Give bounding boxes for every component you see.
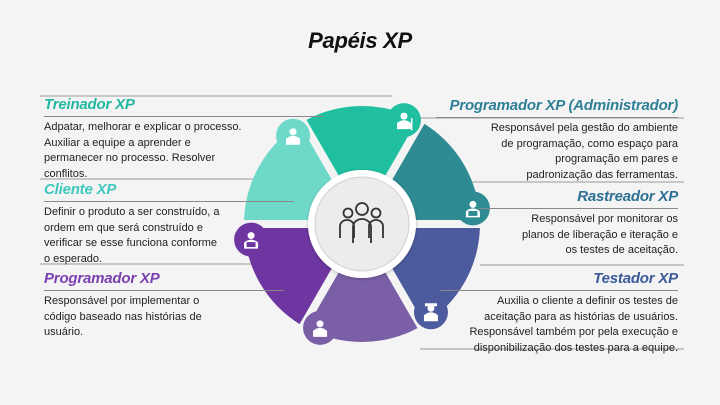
role-testador-line: aceitação para as histórias de usuários. (484, 310, 678, 323)
segment-programador-admin (392, 123, 480, 221)
role-programador-admin-line: programação em pares e (555, 153, 678, 165)
role-rastreador: Rastreador XP Responsável por monitorar … (478, 188, 678, 259)
segment-testador (392, 227, 480, 325)
role-programador-description: Responsável por implementar o código bas… (44, 294, 284, 341)
role-cliente: Cliente XP Definir o produto a ser const… (44, 181, 294, 267)
role-cliente-line: Definir o produto a ser construído, a (44, 206, 220, 218)
role-rastreador-line: os testes de aceitação. (565, 244, 678, 256)
role-treinador-description: Adpatar, melhorar e explicar o processo.… (44, 120, 324, 182)
person-with-tie-icon (286, 128, 301, 145)
segment-programador (244, 227, 332, 325)
role-programador-admin-description: Responsável pela gestão do ambiente de p… (436, 121, 678, 183)
role-testador-description: Auxilia o cliente a definir os testes de… (440, 294, 678, 356)
role-rastreador-line: planos de liberação e iteração e (522, 228, 678, 241)
role-programador-title: Programador XP (44, 270, 284, 291)
role-testador: Testador XP Auxilia o cliente a definir … (440, 270, 678, 356)
role-programador: Programador XP Responsável por implement… (44, 270, 284, 341)
role-cliente-line: o esperado. (44, 252, 103, 265)
role-treinador: Treinador XP Adpatar, melhorar e explica… (44, 96, 324, 182)
role-programador-line: Responsável por implementar o (44, 295, 200, 307)
role-cliente-title: Cliente XP (44, 181, 294, 202)
role-cliente-line: verificar se esse funciona conforme (44, 237, 218, 249)
role-programador-admin: Programador XP (Administrador) Responsáv… (436, 97, 678, 183)
role-treinador-line: permanecer no processo. Resolver (44, 152, 216, 164)
center-circle-inner (314, 176, 410, 272)
role-treinador-title: Treinador XP (44, 96, 324, 117)
role-testador-line: Auxilia o cliente a definir os testes de (497, 295, 678, 307)
group-of-people-icon (339, 202, 384, 243)
role-rastreador-line: Responsável por monitorar os (531, 213, 678, 225)
role-testador-line: Responsável também por pela execução e (469, 326, 678, 338)
role-treinador-line: conflitos. (44, 167, 88, 180)
role-programador-admin-line: padronização das ferramentas. (526, 168, 678, 181)
role-treinador-line: Adpatar, melhorar e explicar o processo. (44, 121, 242, 133)
detective-icon (423, 303, 438, 322)
segment-cliente (244, 123, 332, 221)
person-icon (313, 320, 328, 337)
role-rastreador-title: Rastreador XP (478, 188, 678, 209)
role-testador-title: Testador XP (440, 270, 678, 291)
role-programador-line: usuário. (44, 326, 84, 338)
role-rastreador-description: Responsável por monitorar os planos de l… (478, 212, 678, 259)
developer-icon (244, 232, 259, 249)
developer-icon (465, 200, 480, 218)
role-programador-admin-line: de programação, como espaço para (501, 137, 678, 150)
role-programador-line: código baseado nas histórias de (44, 310, 202, 323)
role-treinador-line: Auxiliar a equipe a aprender e (44, 136, 191, 149)
role-programador-admin-title: Programador XP (Administrador) (436, 97, 678, 118)
role-cliente-line: ordem em que será construído e (44, 221, 203, 234)
role-testador-line: disponibilização dos testes para a equip… (473, 341, 678, 354)
role-cliente-description: Definir o produto a ser construído, a or… (44, 205, 294, 267)
hiker-icon (396, 112, 413, 131)
page-title: Papéis XP (308, 28, 412, 53)
role-programador-admin-line: Responsável pela gestão do ambiente (490, 122, 678, 134)
